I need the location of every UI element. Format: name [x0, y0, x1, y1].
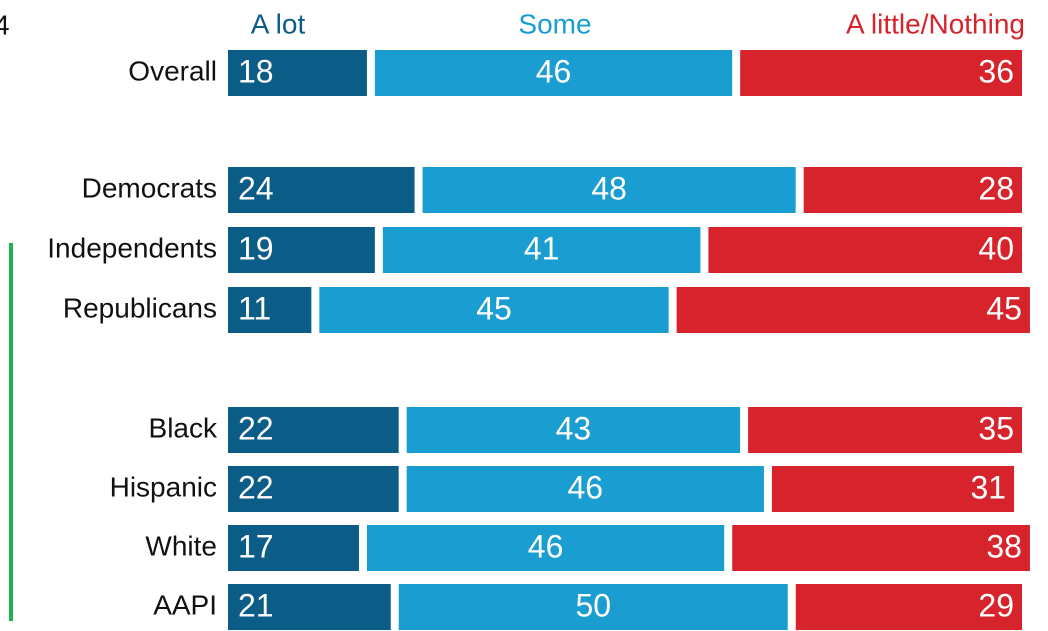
bar-segment	[228, 584, 391, 630]
value-label: 31	[970, 469, 1006, 505]
bar-segment	[366, 525, 725, 571]
category-label: Democrats	[82, 172, 217, 203]
bar-segment	[382, 227, 701, 273]
bar-segment	[228, 466, 399, 512]
value-label: 28	[978, 170, 1014, 206]
bar-segment	[228, 167, 415, 213]
bar-segment	[374, 50, 733, 96]
value-label: 21	[238, 587, 274, 623]
accent-line	[9, 243, 13, 621]
bar-segment	[732, 525, 1030, 571]
value-label: 22	[238, 410, 274, 446]
bar-segment	[228, 50, 367, 96]
category-label: White	[145, 530, 217, 561]
category-label: Republicans	[63, 292, 217, 323]
value-label: 46	[568, 469, 604, 505]
bar-segment	[803, 167, 1022, 213]
value-label: 24	[238, 170, 274, 206]
chart-title: 4	[0, 9, 10, 40]
value-label: 29	[978, 587, 1014, 623]
bar-segment	[676, 287, 1030, 333]
value-label: 19	[238, 230, 274, 266]
category-label: Independents	[47, 232, 217, 263]
bar-segment	[422, 167, 796, 213]
bar-segment	[319, 287, 669, 333]
bar-segment	[228, 525, 359, 571]
bar-segment	[228, 407, 399, 453]
value-label: 41	[524, 230, 560, 266]
value-label: 45	[476, 290, 512, 326]
value-label: 11	[238, 290, 271, 326]
value-label: 18	[238, 53, 274, 89]
value-label: 36	[978, 53, 1014, 89]
bar-segment	[748, 407, 1022, 453]
category-label: Black	[149, 412, 218, 443]
bar-segment	[740, 50, 1022, 96]
legend-label: Some	[518, 8, 591, 39]
bar-segment	[398, 584, 788, 630]
value-label: 50	[575, 587, 611, 623]
value-label: 46	[528, 528, 564, 564]
bar-segment	[708, 227, 1022, 273]
value-label: 40	[978, 230, 1014, 266]
bar-segment	[228, 287, 312, 333]
bar-segment	[406, 466, 764, 512]
value-label: 22	[238, 469, 274, 505]
category-label: Hispanic	[110, 471, 217, 502]
value-label: 17	[238, 528, 274, 564]
value-label: 35	[978, 410, 1014, 446]
category-label: AAPI	[153, 589, 217, 620]
legend-label: A little/Nothing	[846, 8, 1025, 39]
bar-segment	[228, 227, 375, 273]
value-label: 43	[556, 410, 592, 446]
bar-segment	[795, 584, 1022, 630]
category-label: Overall	[128, 55, 217, 86]
bar-segment	[771, 466, 1015, 512]
legend-label: A lot	[251, 8, 306, 39]
value-label: 45	[986, 290, 1022, 326]
value-label: 48	[591, 170, 627, 206]
value-label: 46	[536, 53, 572, 89]
bar-segment	[406, 407, 741, 453]
value-label: 38	[986, 528, 1022, 564]
